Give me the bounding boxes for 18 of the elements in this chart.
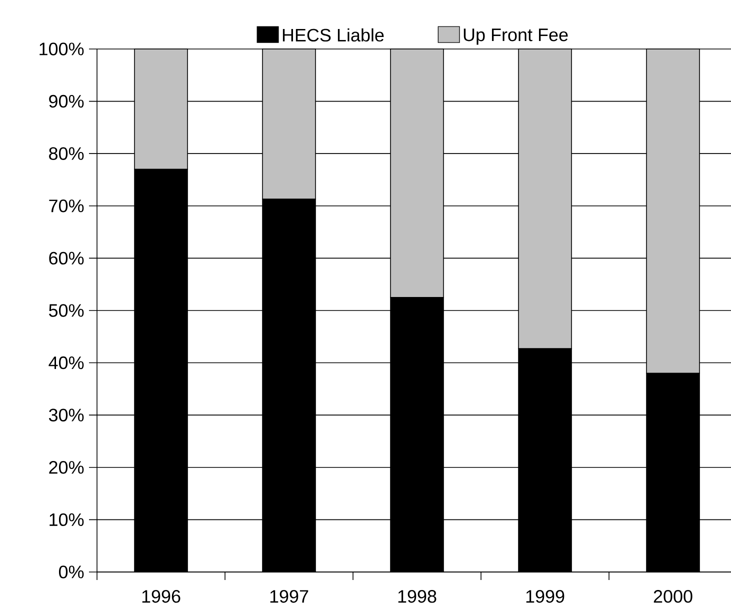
- y-tick-label: 80%: [49, 147, 84, 160]
- x-tick-label: 1998: [398, 590, 436, 603]
- y-tick-label: 60%: [49, 252, 84, 265]
- y-tick-label: 0%: [58, 566, 84, 578]
- y-tick-label: 10%: [50, 513, 84, 526]
- legend-label: HECS Liable: [282, 28, 384, 42]
- x-tick-label: 1997: [270, 590, 308, 603]
- y-tick-label: 100%: [40, 42, 84, 56]
- y-tick-label: 90%: [49, 94, 84, 108]
- y-tick-label: 40%: [48, 356, 84, 370]
- legend-label: Up Front Fee: [464, 28, 568, 45]
- y-tick-label: 50%: [48, 304, 84, 317]
- y-tick-label: 30%: [48, 408, 84, 422]
- y-tick-label: 20%: [49, 461, 84, 474]
- x-tick-label: 1999: [526, 590, 564, 603]
- y-tick-label: 70%: [49, 200, 84, 212]
- x-tick-label: 1996: [142, 590, 180, 603]
- x-tick-label: 2000: [654, 590, 692, 603]
